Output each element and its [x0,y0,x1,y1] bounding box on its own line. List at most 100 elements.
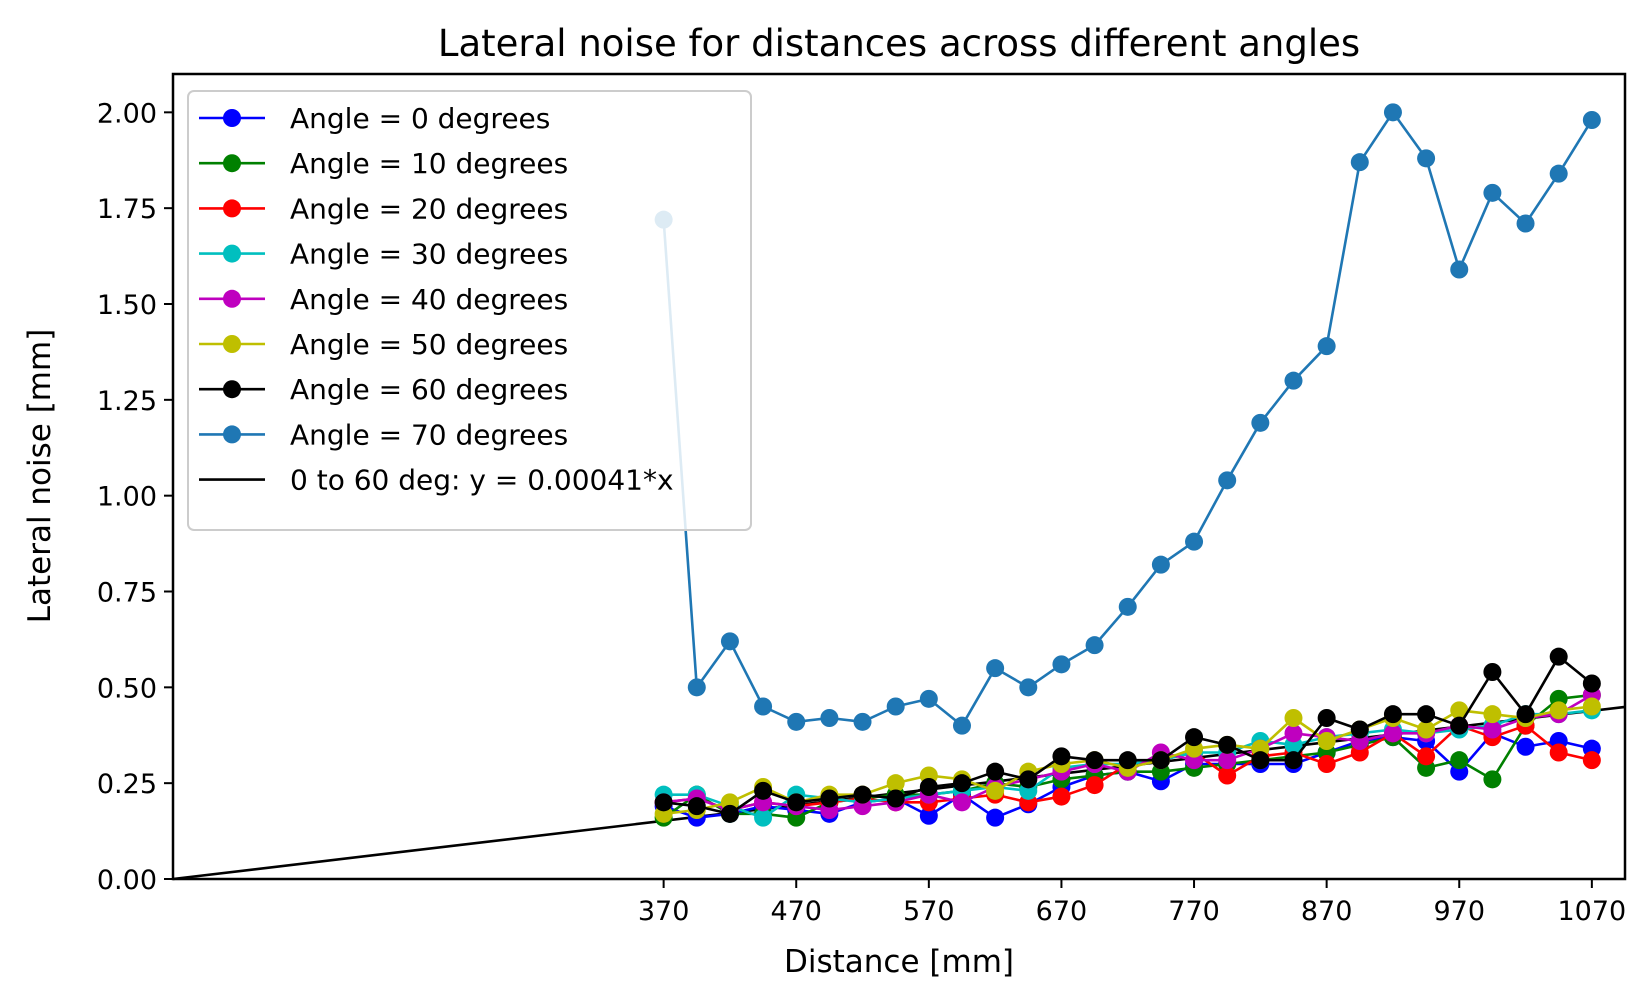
data-point [654,793,673,812]
data-point [986,808,1005,827]
data-point [1516,705,1535,724]
data-point [1118,597,1137,616]
data-point [986,781,1005,800]
data-point [1582,697,1601,716]
legend-entry: 0 to 60 deg: y = 0.00041*x [199,464,674,497]
data-point [1085,776,1104,795]
legend-label: Angle = 70 degrees [290,418,568,451]
legend-marker [223,425,241,444]
legend-entry: Angle = 50 degrees [199,328,568,361]
data-point [687,797,706,816]
data-point [754,697,773,716]
legend-marker [223,109,241,127]
y-tick-label: 2.00 [97,98,157,129]
data-point [1417,747,1436,766]
data-point [1549,164,1568,183]
legend-box [187,90,752,531]
data-point [1450,751,1469,770]
data-point [1284,751,1303,770]
data-point [1383,724,1402,743]
legend-entry: Angle = 10 degrees [199,147,568,180]
data-point [1251,413,1270,432]
data-point [1052,655,1071,674]
data-point [720,632,739,651]
data-point [1450,260,1469,279]
data-point [1483,663,1502,681]
data-point [1218,735,1237,754]
data-point [1483,720,1502,739]
data-point [720,804,739,823]
y-tick-label: 1.00 [97,482,157,513]
x-tick-label: 470 [770,896,822,927]
data-point [1151,751,1170,770]
data-point [820,709,839,727]
y-axis: 0.00 0.25 0.50 0.75 1.00 1.25 1.50 1.75 2.00 [97,98,173,896]
data-point [853,712,872,731]
legend-entry: Angle = 30 degrees [199,238,568,271]
data-point [886,789,905,808]
data-point [986,762,1005,781]
data-point [1085,636,1104,655]
legend-label: Angle = 50 degrees [290,328,568,361]
y-tick-label: 0.25 [97,769,157,800]
series-group [654,103,1601,827]
series-group [654,103,1601,735]
data-point [1582,674,1601,693]
data-point [1151,555,1170,574]
data-point [919,806,938,825]
data-point [787,793,806,812]
data-point [1549,701,1568,720]
x-tick-label: 870 [1301,896,1353,927]
data-point [1052,747,1071,766]
y-tick-label: 1.50 [97,290,157,321]
data-point [1350,720,1369,739]
data-point [1251,751,1270,770]
y-tick-label: 1.25 [97,386,157,417]
x-axis: 370 470 570 670 770 870 970 1070 [638,879,1626,927]
data-point [986,659,1005,678]
data-point [1317,732,1336,750]
data-point [1516,737,1535,756]
data-point [919,778,938,796]
x-tick-label: 370 [638,896,690,927]
data-point [1383,705,1402,724]
data-point [1383,103,1402,122]
legend-marker [223,199,241,218]
legend: Angle = 0 degrees Angle = 10 degrees Angle… [187,90,752,531]
data-point [1582,751,1601,770]
legend-label: Angle = 0 degrees [290,102,550,135]
data-point [1417,720,1436,739]
y-tick-label: 1.75 [97,194,157,225]
data-point [1483,705,1502,724]
data-point [787,712,806,731]
data-point [1284,724,1303,743]
data-point [1284,709,1303,727]
data-point [1350,153,1369,172]
data-point [1284,371,1303,390]
data-point [1417,149,1436,168]
data-point [1549,743,1568,762]
series-group [654,647,1601,823]
y-tick-label: 0.00 [97,865,157,896]
data-point [853,785,872,804]
legend-marker [223,154,241,173]
x-axis-label: Distance [mm] [784,944,1014,980]
legend-label: Angle = 60 degrees [290,373,568,406]
x-tick-label: 570 [903,896,955,927]
data-point [1317,709,1336,727]
legend-entry: Angle = 40 degrees [199,283,568,316]
data-point [754,781,773,800]
legend-entry: Angle = 60 degrees [199,373,568,406]
data-point [1317,755,1336,773]
data-point [919,689,938,708]
data-point [687,678,706,697]
data-point [1185,728,1204,747]
data-point [1483,770,1502,789]
y-tick-label: 0.75 [97,578,157,609]
legend-items: Angle = 0 degrees Angle = 10 degrees Angle… [199,102,674,497]
data-point [1019,770,1038,789]
legend-label: Angle = 10 degrees [290,147,568,180]
data-point [886,697,905,716]
data-point [1516,214,1535,233]
